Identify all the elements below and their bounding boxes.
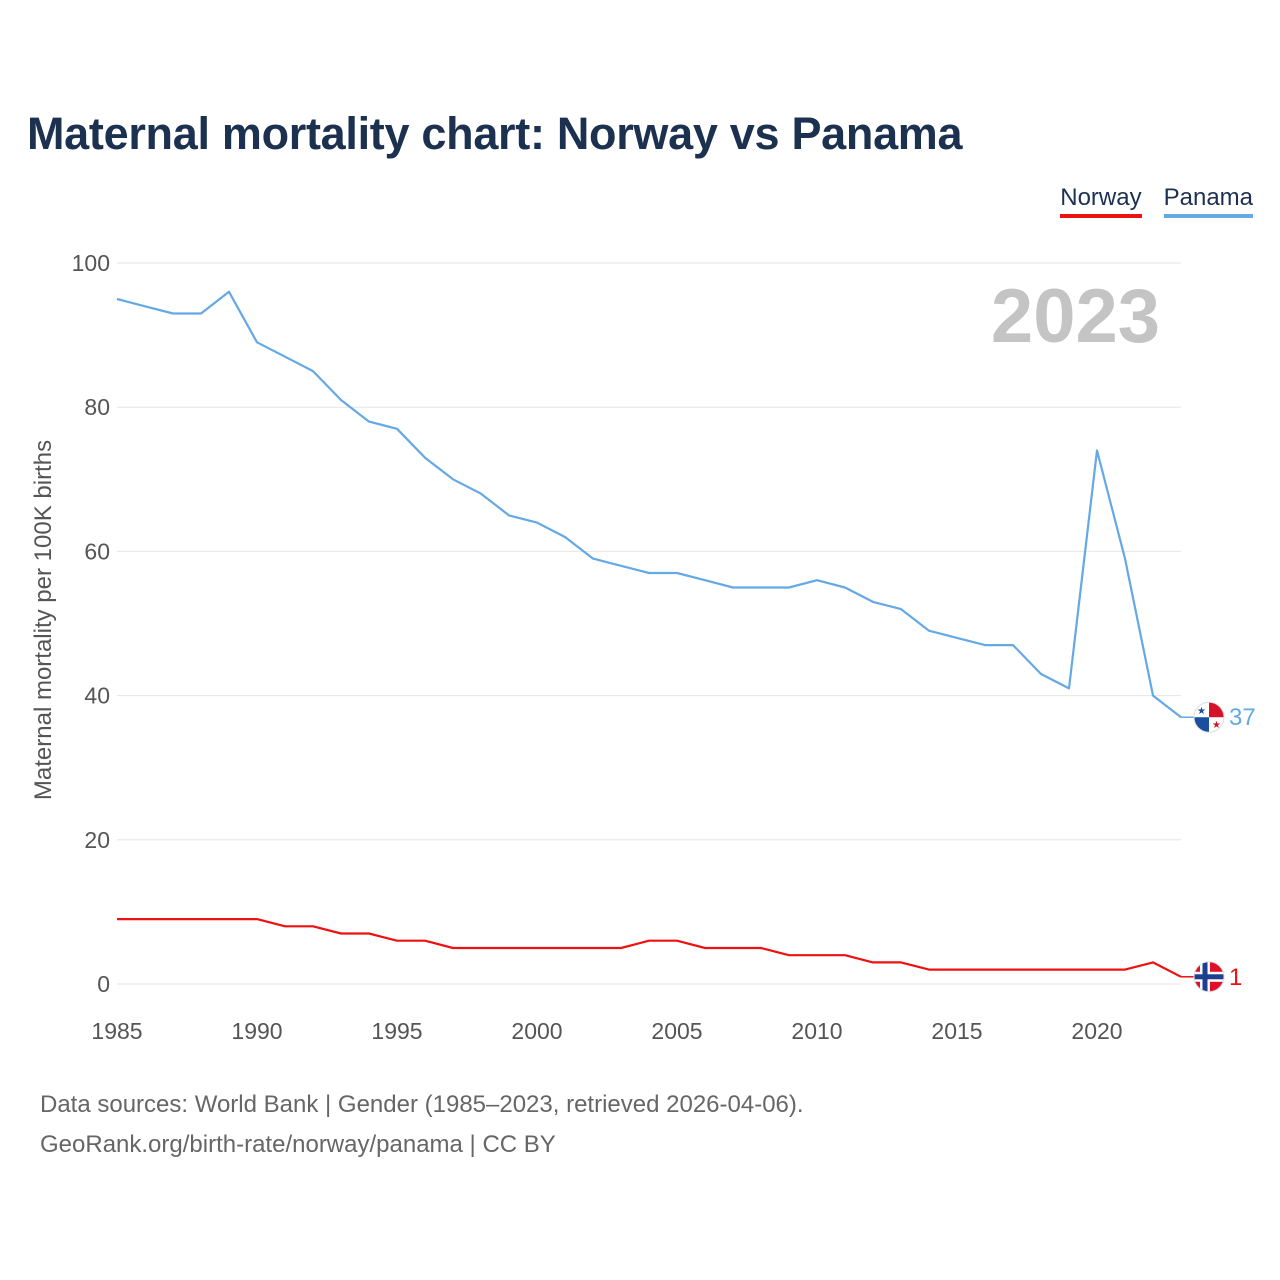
end-value-label-norway: 1: [1229, 964, 1242, 991]
footer: Data sources: World Bank | Gender (1985–…: [40, 1085, 804, 1165]
y-tick-label: 80: [84, 394, 110, 420]
series-line-panama: [116, 290, 1182, 719]
legend-item-norway[interactable]: Norway: [1060, 184, 1142, 218]
y-axis-label: Maternal mortality per 100K births: [30, 440, 57, 800]
flag-panama-icon: ★★: [1193, 701, 1225, 733]
series-end-markers: 1★★ 37: [1181, 701, 1256, 993]
line-chart: 0 20 40 60 80 100 1985 1990 1995 2000 2005 2010 201…: [30, 250, 1256, 1044]
y-tick-label: 0: [97, 971, 110, 997]
y-tick-label: 100: [72, 250, 110, 276]
series-line-norway: [117, 917, 1182, 978]
y-tick-label: 60: [84, 538, 110, 564]
x-tick-label: 2015: [931, 1018, 982, 1044]
y-tick-label: 20: [84, 827, 110, 853]
y-tick-label: 40: [84, 683, 110, 709]
current-year-label: 2023: [991, 274, 1160, 359]
footer-sources: Data sources: World Bank | Gender (1985–…: [40, 1091, 804, 1118]
x-tick-label: 1990: [231, 1018, 282, 1044]
flag-norway-icon: [1193, 961, 1225, 993]
x-tick-label: 1985: [91, 1018, 142, 1044]
x-tick-label: 2000: [511, 1018, 562, 1044]
legend: Norway Panama: [1060, 184, 1253, 218]
x-tick-label: 2010: [791, 1018, 842, 1044]
end-value-label-panama: 37: [1229, 704, 1256, 731]
series-lines: [116, 290, 1182, 978]
grid-lines: [117, 262, 1181, 985]
chart-title: Maternal mortality chart: Norway vs Pana…: [27, 108, 963, 159]
x-tick-label: 2005: [651, 1018, 702, 1044]
footer-credit[interactable]: GeoRank.org/birth-rate/norway/panama | C…: [40, 1131, 556, 1158]
y-tick-labels: 0 20 40 60 80 100: [72, 250, 110, 997]
legend-item-panama[interactable]: Panama: [1163, 184, 1253, 218]
x-tick-label: 2020: [1071, 1018, 1122, 1044]
x-tick-labels: 1985 1990 1995 2000 2005 2010 2015 2020: [91, 1018, 1122, 1044]
svg-text:★: ★: [1197, 706, 1206, 717]
x-tick-label: 1995: [371, 1018, 422, 1044]
svg-text:★: ★: [1212, 720, 1221, 731]
